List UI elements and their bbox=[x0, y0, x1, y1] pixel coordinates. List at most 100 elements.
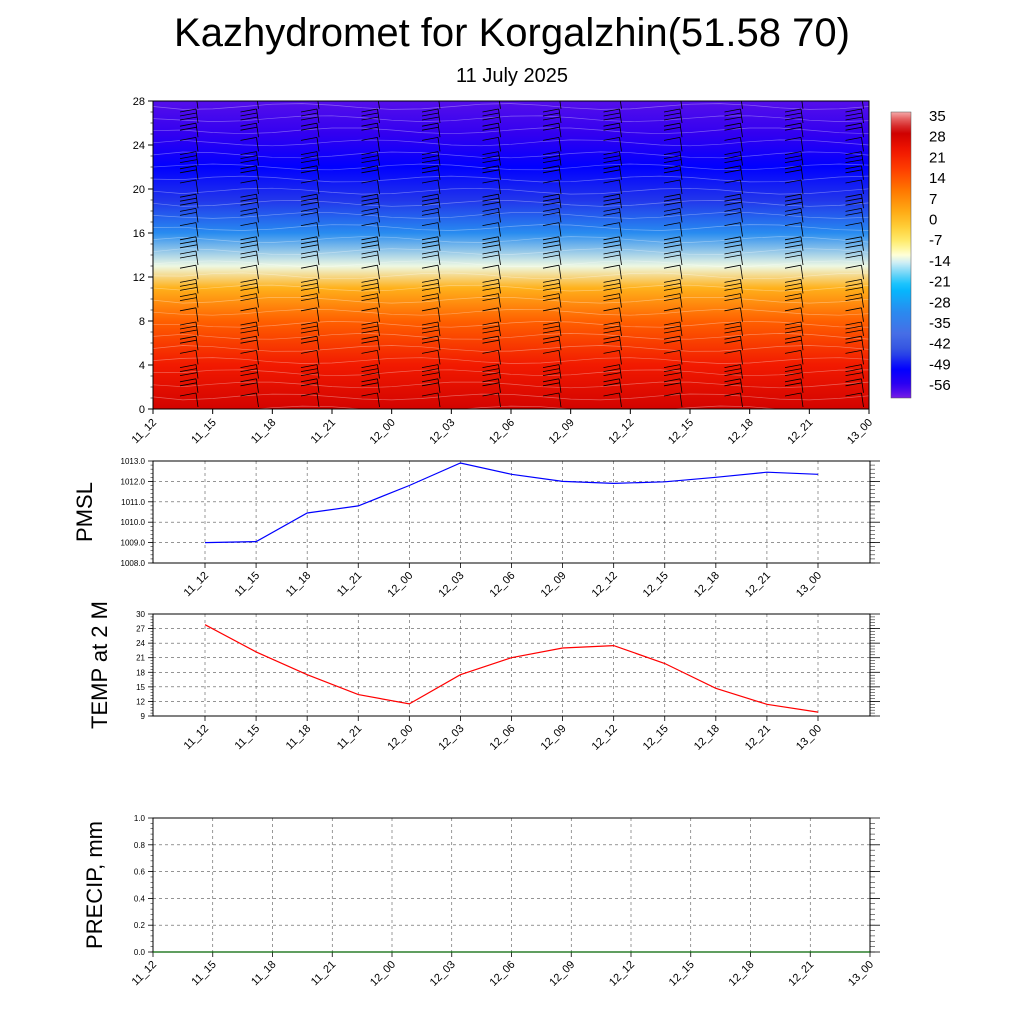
colorbar-tick-label: -28 bbox=[929, 294, 951, 311]
wind-barb-staff bbox=[195, 307, 199, 322]
wind-barb-feather bbox=[784, 378, 802, 383]
wind-barb-feather bbox=[300, 350, 318, 354]
wind-barb-feather bbox=[421, 279, 439, 283]
wind-barb-feather bbox=[724, 169, 742, 174]
wind-barb-feather bbox=[724, 279, 741, 283]
wind-barb-feather bbox=[300, 126, 318, 131]
wind-barb-feather bbox=[300, 108, 318, 113]
wind-barb-feather bbox=[542, 382, 560, 387]
wind-barb-feather bbox=[845, 212, 863, 216]
wind-barb-feather bbox=[240, 208, 257, 212]
wind-barb-staff bbox=[316, 222, 320, 237]
wind-barb-feather bbox=[179, 350, 197, 354]
colorbar-tick-label: -35 bbox=[929, 315, 951, 332]
wind-barb-staff bbox=[256, 336, 259, 351]
wind-barb-staff bbox=[377, 108, 380, 124]
wind-barb-feather bbox=[179, 287, 198, 291]
wind-barb-staff bbox=[377, 123, 380, 138]
wind-barb-feather bbox=[663, 108, 681, 113]
wind-barb-staff bbox=[437, 236, 441, 251]
wind-barb-staff bbox=[377, 137, 380, 152]
series-line bbox=[204, 624, 819, 713]
wind-barb-feather bbox=[724, 368, 742, 372]
wind-barb-feather bbox=[724, 151, 741, 155]
wind-barb-feather bbox=[542, 122, 560, 127]
y-tick-label: 1011.0 bbox=[121, 498, 145, 507]
wind-barb-feather bbox=[663, 159, 682, 163]
wind-barb-feather bbox=[361, 159, 379, 163]
wind-barb-staff bbox=[740, 108, 743, 124]
wind-barb-feather bbox=[784, 112, 802, 117]
wind-barb-staff bbox=[619, 165, 622, 180]
wind-barb-feather bbox=[421, 378, 439, 383]
precip-panel: 0.0 0.2 0.4 0.6 0.8 1.0 11_12 11_15 11_18 11_21 12… bbox=[82, 814, 880, 989]
wind-barb-feather bbox=[663, 321, 681, 326]
wind-barb-feather bbox=[300, 137, 318, 141]
wind-barb-feather bbox=[784, 321, 802, 326]
wind-barb-feather bbox=[240, 201, 258, 206]
wind-barb-staff bbox=[316, 236, 320, 251]
wind-barb-feather bbox=[603, 126, 621, 131]
wind-barb-staff bbox=[619, 265, 622, 280]
wind-barb-feather bbox=[361, 155, 379, 159]
wind-barb-feather bbox=[663, 250, 681, 255]
wind-barb-feather bbox=[361, 236, 378, 241]
wind-barb-staff bbox=[679, 123, 683, 138]
wind-barb-feather bbox=[300, 307, 318, 312]
temperature-cross-section: 0 4 8 12 16 20 24 28 11_12 11_15 11_18 11_21 12_00 1… bbox=[130, 95, 876, 447]
wind-barb-staff bbox=[438, 101, 441, 109]
wind-barb-feather bbox=[845, 364, 862, 368]
wind-barb-feather bbox=[421, 222, 439, 226]
wind-barb-feather bbox=[845, 254, 863, 259]
wind-barb-feather bbox=[845, 264, 862, 269]
wind-barb-feather bbox=[845, 240, 863, 245]
wind-barb-staff bbox=[256, 151, 259, 166]
wind-barb-feather bbox=[362, 95, 378, 98]
y-tick-label: 20 bbox=[133, 184, 145, 196]
wind-barb-feather bbox=[361, 350, 378, 354]
wind-barb-staff bbox=[256, 293, 259, 308]
wind-barb-staff bbox=[679, 250, 683, 266]
x-tick-label: 12_03 bbox=[427, 417, 457, 447]
wind-barb-feather bbox=[240, 297, 258, 301]
wind-barb-feather bbox=[845, 155, 863, 159]
wind-barb-staff bbox=[256, 194, 259, 209]
wind-barb-feather bbox=[724, 208, 741, 212]
wind-barb-staff bbox=[437, 265, 441, 280]
wind-barb-feather bbox=[845, 197, 863, 202]
series-line bbox=[204, 462, 819, 544]
wind-barb-feather bbox=[845, 116, 863, 121]
wind-barb-feather bbox=[421, 236, 439, 241]
x-tick-label: 12_12 bbox=[590, 570, 620, 600]
y-tick-label: 4 bbox=[139, 360, 145, 372]
wind-barb-feather bbox=[482, 126, 500, 131]
wind-barb-feather bbox=[482, 254, 500, 259]
wind-barb-feather bbox=[845, 159, 863, 163]
wind-barbs bbox=[179, 95, 864, 408]
y-tick-label: 1.0 bbox=[134, 814, 146, 823]
wind-barb-feather bbox=[240, 335, 257, 340]
x-tick-label: 12_15 bbox=[666, 417, 696, 447]
wind-barb-feather bbox=[179, 297, 197, 301]
wind-barb-staff bbox=[316, 208, 320, 223]
x-tick-label: 11_18 bbox=[284, 570, 314, 600]
wind-barb-feather bbox=[542, 236, 560, 241]
wind-barb-staff bbox=[861, 208, 864, 223]
wind-barb-feather bbox=[603, 335, 620, 340]
wind-barb-feather bbox=[361, 264, 378, 269]
wind-barb-feather bbox=[240, 293, 257, 297]
wind-barb-feather bbox=[300, 201, 319, 206]
wind-barb-feather bbox=[542, 378, 560, 383]
wind-barb-feather bbox=[300, 287, 319, 291]
y-tick-label: 9 bbox=[141, 712, 146, 721]
wind-barb-feather bbox=[663, 287, 682, 291]
wind-barb-feather bbox=[482, 372, 500, 376]
wind-barb-feather bbox=[845, 392, 862, 397]
wind-barb-feather bbox=[240, 254, 258, 259]
wind-barb-staff bbox=[861, 194, 864, 209]
wind-barb-feather bbox=[603, 240, 621, 245]
wind-barb-staff bbox=[498, 392, 501, 408]
wind-barb-staff bbox=[437, 179, 441, 195]
wind-barb-staff bbox=[437, 222, 441, 237]
wind-barb-feather bbox=[784, 279, 802, 283]
